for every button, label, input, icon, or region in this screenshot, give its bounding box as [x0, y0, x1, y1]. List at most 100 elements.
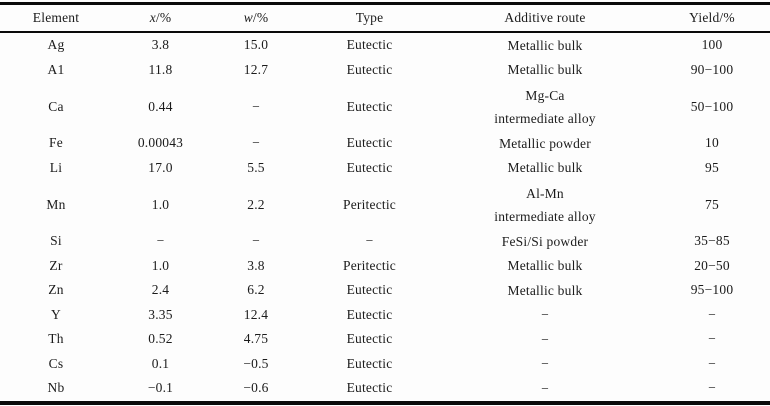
cell-additive-route: Metallic powder — [436, 131, 654, 156]
cell-additive-route: − — [436, 327, 654, 352]
cell-w: 5.5 — [247, 159, 265, 175]
cell-yield: − — [708, 306, 716, 322]
cell-x: 0.44 — [148, 98, 173, 114]
cell-yield: 35−85 — [694, 233, 730, 249]
col-header-yield: Yield/% — [689, 10, 735, 25]
cell-x: 11.8 — [148, 61, 173, 77]
cell-x: −0.1 — [147, 380, 174, 396]
route-line: Mg-Ca — [525, 87, 565, 103]
cell-type: Eutectic — [346, 159, 393, 175]
cell-type: Eutectic — [346, 135, 393, 151]
route-line: − — [541, 356, 549, 372]
cell-element: Zr — [49, 257, 63, 273]
route-line: Metallic bulk — [507, 37, 583, 53]
cell-w: 12.4 — [243, 306, 269, 322]
table-row: Mn 1.0 2.2 Peritectic Al-Mn intermediate … — [0, 180, 770, 229]
cell-x: 17.0 — [148, 159, 173, 175]
table-row: A1 11.8 12.7 Eutectic Metallic bulk 90−1… — [0, 58, 770, 83]
cell-additive-route: FeSi/Si powder — [436, 229, 654, 254]
cell-w: − — [252, 98, 260, 114]
cell-x: 3.8 — [151, 37, 170, 53]
cell-yield: 20−50 — [694, 257, 730, 273]
cell-type: Eutectic — [346, 282, 393, 298]
w-variable: w — [243, 10, 253, 25]
table-row: Cs 0.1 −0.5 Eutectic − − — [0, 352, 770, 377]
table-row: Zr 1.0 3.8 Peritectic Metallic bulk 20−5… — [0, 254, 770, 279]
table-row: Nb −0.1 −0.6 Eutectic − − — [0, 376, 770, 403]
cell-type: Eutectic — [346, 380, 393, 396]
x-variable: x — [149, 10, 156, 25]
cell-additive-route: Metallic bulk — [436, 32, 654, 58]
cell-w: − — [252, 233, 260, 249]
cell-type: Peritectic — [343, 257, 396, 273]
cell-additive-route: Al-Mn intermediate alloy — [436, 180, 654, 229]
cell-x: 0.1 — [151, 355, 170, 371]
cell-yield: 50−100 — [690, 98, 734, 114]
cell-yield: 100 — [701, 37, 723, 53]
x-unit: /% — [155, 10, 172, 25]
route-line: − — [541, 307, 549, 323]
cell-x: 3.35 — [148, 306, 173, 322]
cell-element: Zn — [48, 282, 64, 298]
route-line: Metallic bulk — [507, 160, 583, 176]
cell-w: 4.75 — [243, 331, 269, 347]
w-unit: /% — [252, 10, 269, 25]
cell-type: Eutectic — [346, 37, 393, 53]
cell-additive-route: − — [436, 352, 654, 377]
cell-type: Eutectic — [346, 98, 393, 114]
table-row: Si − − − FeSi/Si powder 35−85 — [0, 229, 770, 254]
table-row: Y 3.35 12.4 Eutectic − − — [0, 303, 770, 328]
cell-yield: − — [708, 380, 716, 396]
cell-w: 15.0 — [243, 37, 269, 53]
col-header-w: w/% — [209, 4, 303, 33]
col-header-x: x/% — [112, 4, 209, 33]
cell-additive-route: Metallic bulk — [436, 278, 654, 303]
route-line: Metallic powder — [499, 135, 591, 151]
cell-type: Eutectic — [346, 331, 393, 347]
route-line: Al-Mn — [526, 185, 564, 201]
cell-yield: 95−100 — [690, 282, 734, 298]
route-line: Metallic bulk — [507, 258, 583, 274]
cell-yield: 90−100 — [690, 61, 734, 77]
cell-element: Cs — [48, 355, 64, 371]
cell-additive-route: Mg-Ca intermediate alloy — [436, 82, 654, 131]
route-line: − — [541, 380, 549, 396]
cell-yield: − — [708, 331, 716, 347]
cell-element: Ca — [48, 98, 64, 114]
cell-x: − — [156, 233, 165, 249]
cell-element: Ag — [47, 37, 65, 53]
table-row: Li 17.0 5.5 Eutectic Metallic bulk 95 — [0, 156, 770, 181]
cell-w: − — [252, 135, 260, 151]
cell-element: Mn — [46, 196, 66, 212]
cell-type: Eutectic — [346, 61, 393, 77]
cell-type: Eutectic — [346, 355, 393, 371]
cell-type: Peritectic — [343, 196, 396, 212]
table-row: Ca 0.44 − Eutectic Mg-Ca intermediate all… — [0, 82, 770, 131]
cell-additive-route: Metallic bulk — [436, 156, 654, 181]
cell-w: 2.2 — [247, 196, 265, 212]
table-row: Zn 2.4 6.2 Eutectic Metallic bulk 95−100 — [0, 278, 770, 303]
cell-yield: 10 — [705, 135, 719, 151]
header-row: Element x/% w/% Type Additive route Yiel… — [0, 4, 770, 33]
cell-type: Eutectic — [346, 306, 393, 322]
cell-element: Li — [49, 159, 63, 175]
cell-element: Si — [50, 233, 62, 249]
cell-w: 12.7 — [243, 61, 269, 77]
route-line: FeSi/Si powder — [501, 233, 589, 249]
cell-element: Th — [48, 331, 64, 347]
route-line: − — [541, 331, 549, 347]
col-header-type: Type — [355, 10, 384, 25]
col-header-additive-route: Additive route — [504, 10, 586, 25]
cell-type: − — [365, 233, 374, 249]
cell-w: −0.5 — [243, 355, 269, 371]
cell-additive-route: − — [436, 376, 654, 403]
table-row: Ag 3.8 15.0 Eutectic Metallic bulk 100 — [0, 32, 770, 58]
cell-additive-route: − — [436, 303, 654, 328]
cell-w: 3.8 — [247, 257, 265, 273]
cell-x: 2.4 — [151, 282, 170, 298]
cell-w: 6.2 — [247, 282, 265, 298]
cell-element: A1 — [47, 61, 65, 77]
cell-element: Fe — [49, 135, 63, 151]
